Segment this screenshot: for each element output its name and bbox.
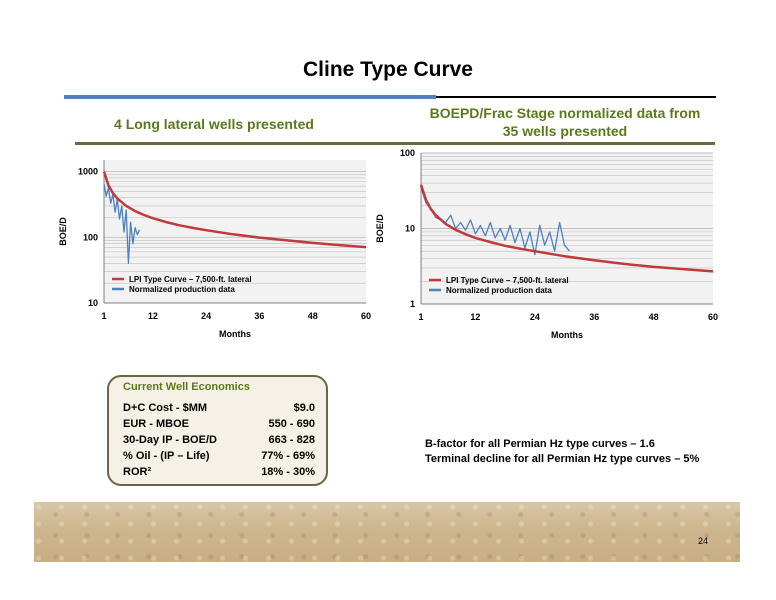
right-chart-x-tick-label: 1 <box>418 312 423 322</box>
right-chart-y-tick-label: 1 <box>410 299 415 309</box>
type-curve-notes: B-factor for all Permian Hz type curves … <box>425 437 699 467</box>
left-chart-x-axis-label: Months <box>219 329 251 339</box>
left-chart-y-axis-label: BOE/D <box>58 217 68 246</box>
econ-label: % Oil - (IP – Life) <box>123 450 210 462</box>
sand-banner-image <box>34 502 740 562</box>
econ-label: EUR - MBOE <box>123 418 189 430</box>
right-chart-x-tick-label: 48 <box>649 312 659 322</box>
econ-label: ROR² <box>123 466 152 478</box>
title-rule-black <box>436 96 716 98</box>
terminal-decline-note: Terminal decline for all Permian Hz type… <box>425 453 700 465</box>
econ-value: 550 - 690 <box>268 418 315 430</box>
right-chart-legend-label: Normalized production data <box>446 286 552 295</box>
econ-label: 30-Day IP - BOE/D <box>123 434 217 446</box>
econ-value: 18% - 30% <box>261 466 315 478</box>
right-chart-x-tick-label: 12 <box>470 312 480 322</box>
page-number: 24 <box>698 536 709 546</box>
right-chart-series-type-curve <box>419 184 714 273</box>
left-chart-x-tick-label: 1 <box>101 311 106 321</box>
right-chart-y-tick-label: 100 <box>400 148 415 158</box>
econ-value: $9.0 <box>293 402 315 414</box>
left-chart-x-tick-label: 24 <box>201 311 211 321</box>
right-chart-x-tick-label: 60 <box>708 312 718 322</box>
well-economics-box: Current Well Economics D+C Cost - $MM $9… <box>107 375 328 486</box>
left-chart-y-tick-label: 1000 <box>78 167 98 177</box>
right-chart-legend-label: LPI Type Curve – 7,500-ft. lateral <box>446 276 569 285</box>
econ-label: D+C Cost - $MM <box>123 402 208 414</box>
left-chart-subtitle: 4 Long lateral wells presented <box>114 116 314 132</box>
right-chart-y-tick-label: 10 <box>405 224 415 234</box>
right-chart-x-axis-label: Months <box>551 330 583 340</box>
left-chart-legend-label: Normalized production data <box>129 285 235 294</box>
well-economics-title: Current Well Economics <box>123 381 250 393</box>
left-chart-x-tick-label: 60 <box>361 311 371 321</box>
econ-value: 77% - 69% <box>261 450 315 462</box>
right-chart-y-axis-label: BOE/D <box>375 214 385 243</box>
right-subtitle-line2: 35 wells presented <box>502 123 628 139</box>
right-subtitle-line1: BOEPD/Frac Stage normalized data from <box>429 105 701 121</box>
left-chart-y-tick-label: 10 <box>88 298 98 308</box>
right-chart-subtitle: BOEPD/Frac Stage normalized data from 35… <box>400 104 730 140</box>
left-chart-series-type-curve <box>102 171 367 249</box>
left-chart-plot-area <box>104 160 366 303</box>
left-chart-x-tick-label: 12 <box>148 311 158 321</box>
econ-value: 663 - 828 <box>268 434 315 446</box>
left-chart-series-production <box>103 183 141 265</box>
title-rule-blue <box>64 95 436 99</box>
left-chart-x-tick-label: 48 <box>308 311 318 321</box>
b-factor-note: B-factor for all Permian Hz type curves … <box>425 438 655 450</box>
left-chart-legend-label: LPI Type Curve – 7,500-ft. lateral <box>129 275 252 284</box>
left-chart-y-tick-label: 100 <box>83 232 98 242</box>
right-chart-x-tick-label: 24 <box>530 312 540 322</box>
left-chart-x-tick-label: 36 <box>254 311 264 321</box>
subtitle-rule <box>75 142 715 145</box>
page-title: Cline Type Curve <box>303 58 473 81</box>
right-chart-x-tick-label: 36 <box>589 312 599 322</box>
